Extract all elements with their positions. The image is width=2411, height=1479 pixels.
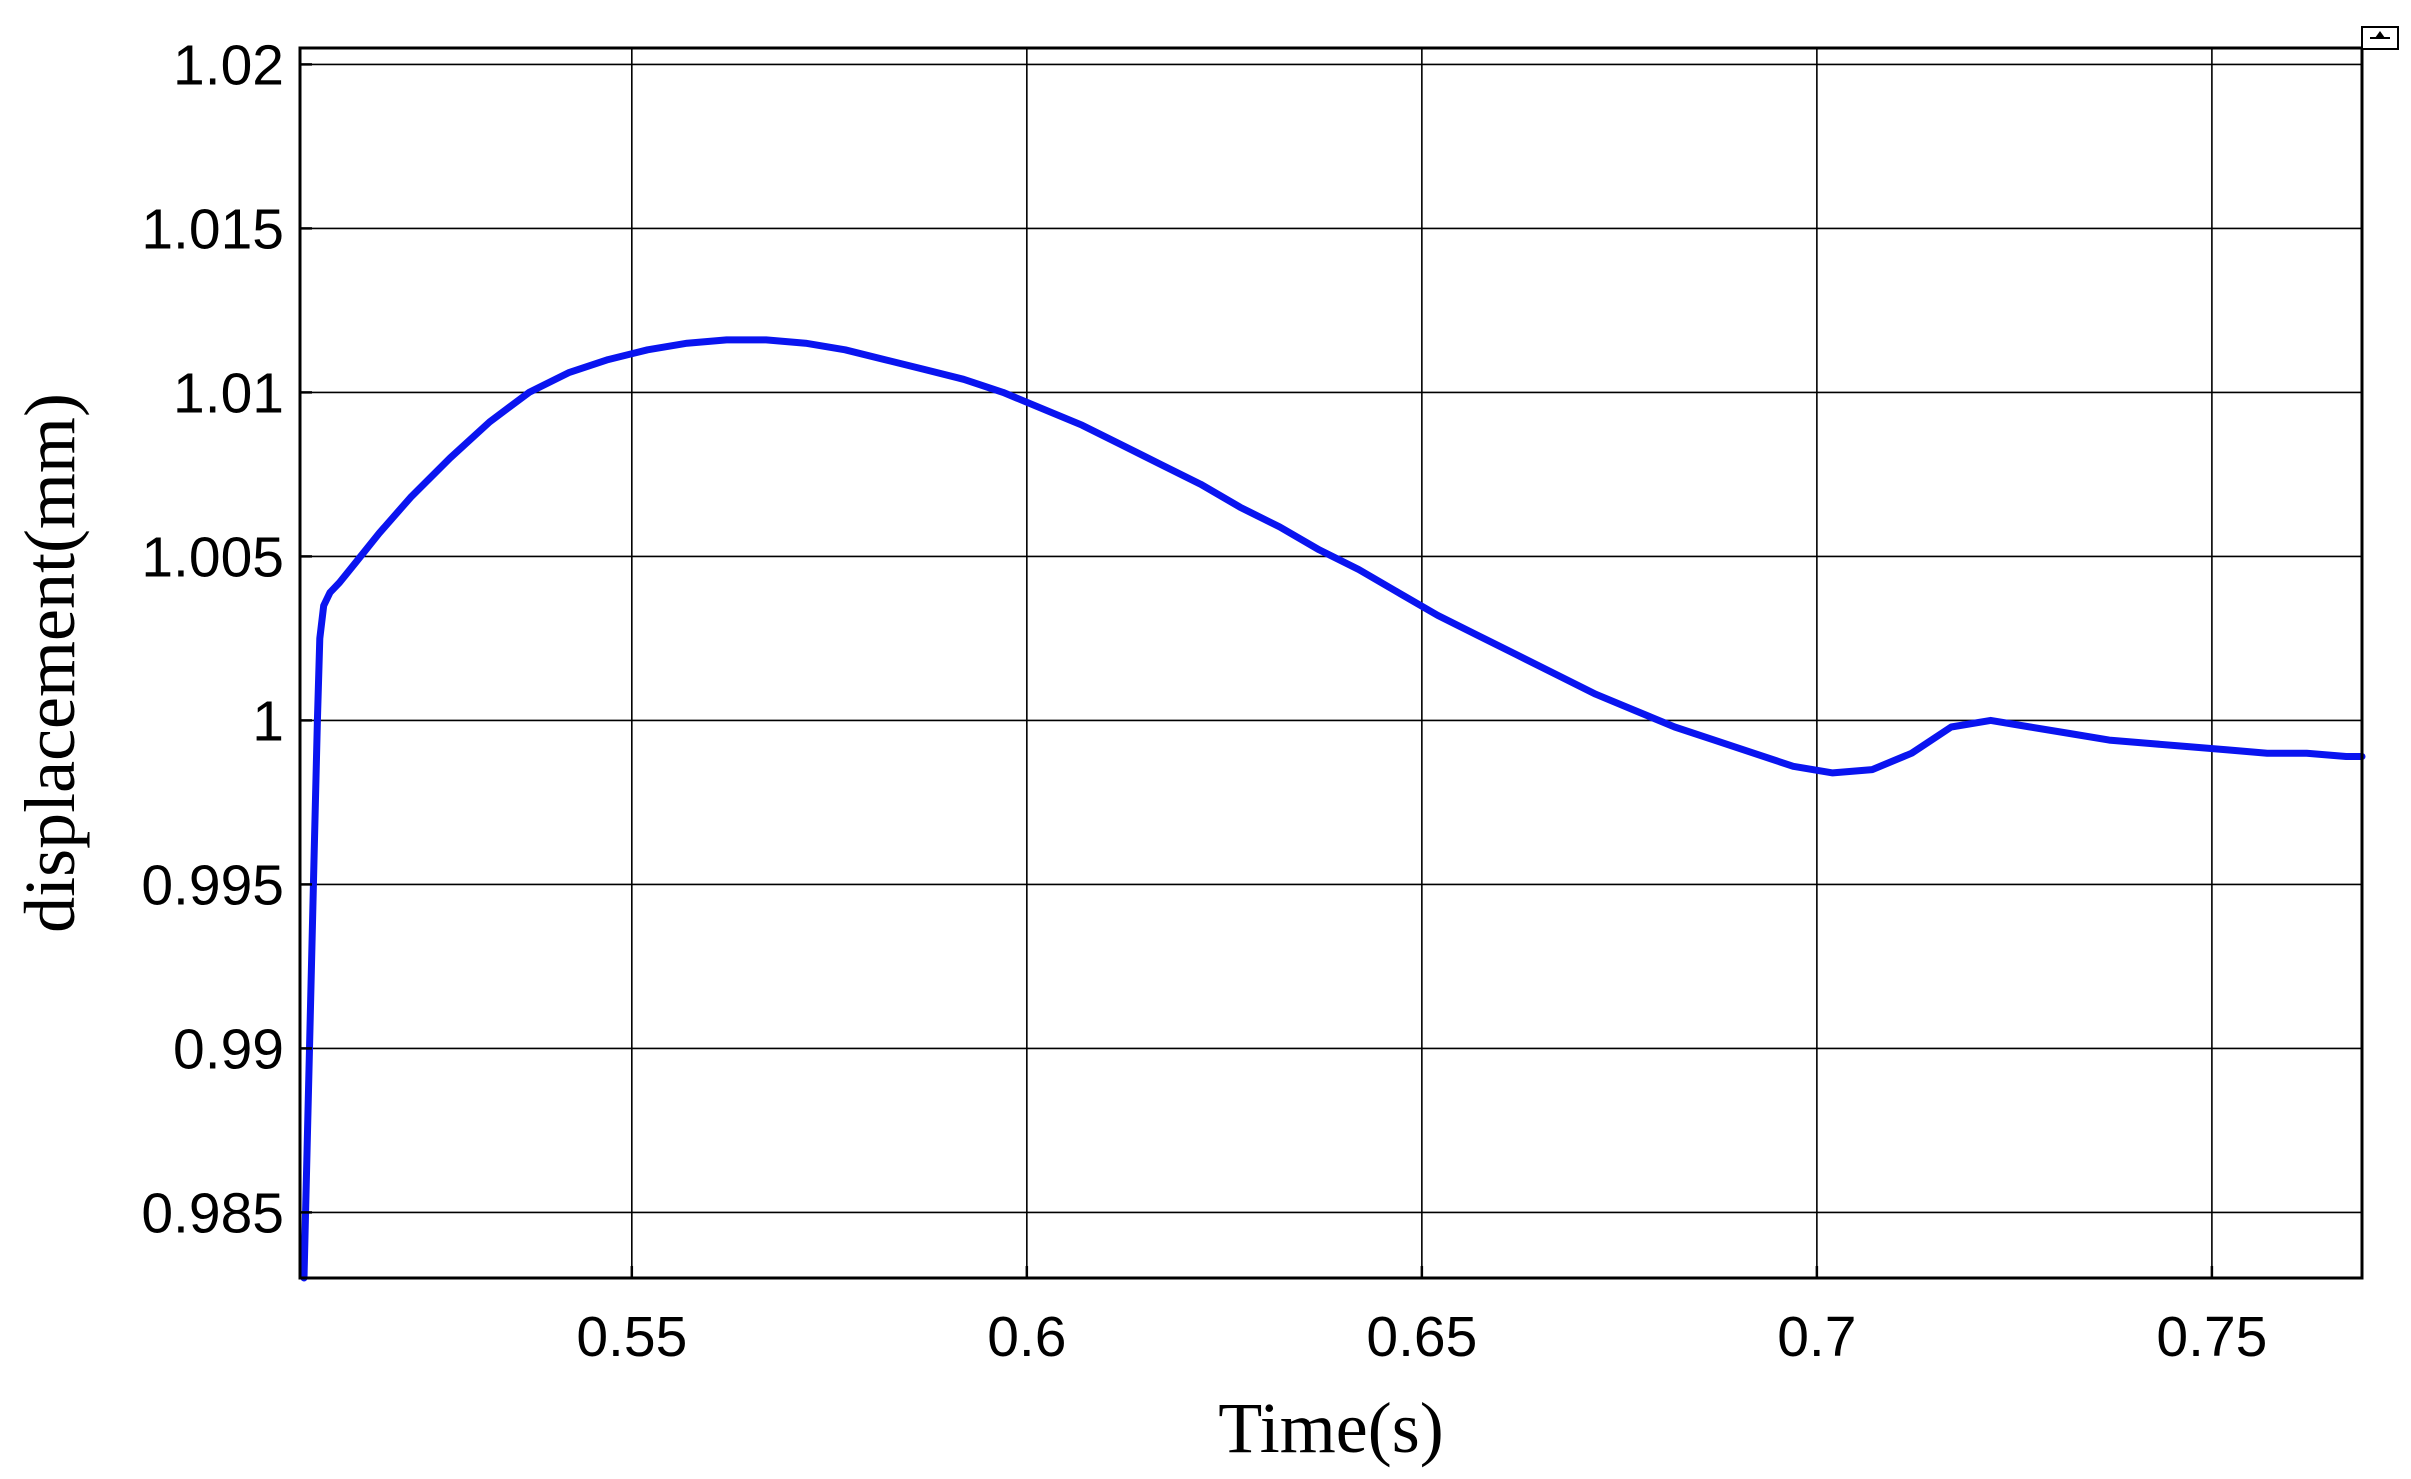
axes-toolbar-icon[interactable] (2361, 26, 2399, 50)
series-layer (300, 336, 2366, 1282)
y-axis-title: displacement(mm) (10, 393, 90, 933)
x-axis-title: Time(s) (1218, 1388, 1443, 1468)
y-tick-label: 0.99 (173, 1017, 284, 1081)
y-axis-ticks: 0.985 0.99 0.995 1 1.005 1.01 1.015 1.02 (141, 33, 312, 1245)
y-tick-label: 1 (252, 689, 284, 753)
y-tick-label: 1.015 (141, 197, 284, 261)
y-tick-label: 1.02 (173, 33, 284, 97)
x-tick-label: 0.7 (1777, 1305, 1856, 1369)
y-tick-label: 0.995 (141, 853, 284, 917)
plot-area-frame (298, 46, 2364, 1280)
y-tick-label: 0.985 (141, 1181, 284, 1245)
x-tick-label: 0.6 (987, 1305, 1066, 1369)
x-tick-label: 0.65 (1366, 1305, 1477, 1369)
grid-layer (300, 48, 2362, 1278)
displacement-series-line (300, 336, 2366, 1282)
y-tick-label: 1.005 (141, 525, 284, 589)
x-axis-ticks: 0.55 0.6 0.65 0.7 0.75 (576, 1266, 2267, 1369)
x-tick-label: 0.75 (2156, 1305, 2267, 1369)
x-tick-label: 0.55 (576, 1305, 687, 1369)
y-tick-label: 1.01 (173, 361, 284, 425)
